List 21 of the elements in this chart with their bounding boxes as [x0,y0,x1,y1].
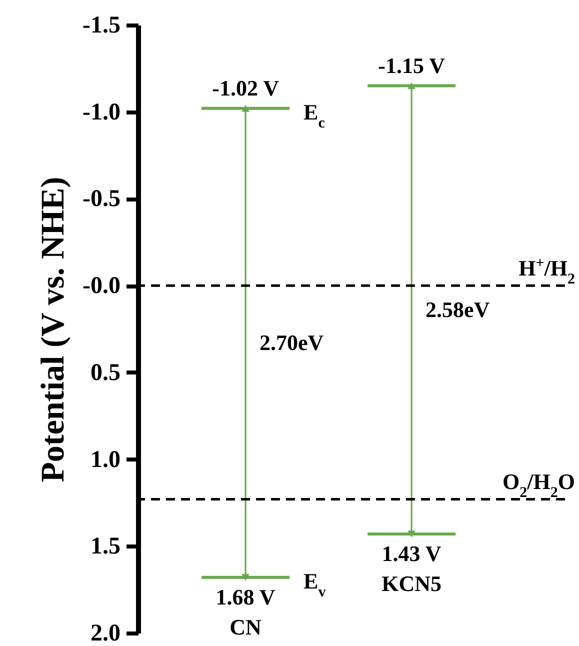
y-tick-label: 2.0 [90,620,120,646]
annotation: 2.58eV [426,296,490,322]
y-tick-label: -1.5 [82,12,120,38]
y-tick-label: 0.5 [90,360,120,386]
y-tick-label: -1.0 [82,99,120,126]
ref-line-label: H$^{+}$/H$_{2}$ [518,256,575,288]
y-tick-label: 1.5 [90,534,120,560]
y-tick-label: -0.5 [82,186,120,212]
annotation: E$_{v}$ [304,568,326,600]
y-tick-label: 1.0 [90,446,120,473]
x-tick-label: CN [230,614,262,640]
annotation: -1.02 V [212,75,280,100]
ref-line-label: O$_{2}$/H$_{2}$O [502,469,575,502]
annotation: 1.43 V [382,540,442,566]
y-axis-title: Potential (V vs. NHE) [36,176,72,482]
annotation: 2.70eV [260,330,324,355]
y-tick-label: -0.0 [82,273,120,300]
annotation: E$_{c}$ [304,99,326,132]
annotation: 1.68 V [216,584,276,610]
annotation: -1.15 V [378,52,446,78]
x-tick-label: KCN5 [382,570,442,596]
